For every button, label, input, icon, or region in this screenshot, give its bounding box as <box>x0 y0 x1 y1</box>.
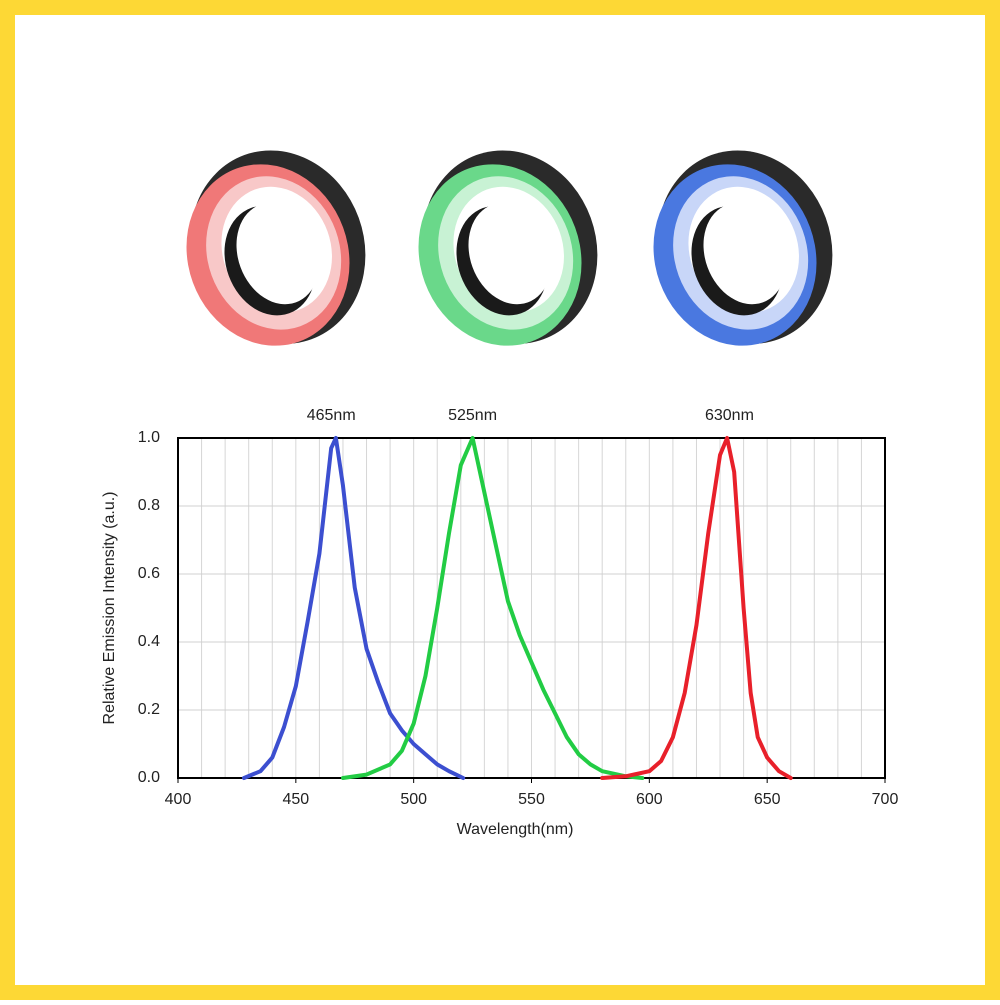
x-tick-label: 650 <box>754 791 781 808</box>
spectrum-line <box>241 436 466 780</box>
x-tick-label: 550 <box>518 791 545 808</box>
spectrum-line <box>340 436 645 780</box>
y-tick-label: 0.8 <box>138 497 160 514</box>
ring-green <box>418 150 598 346</box>
y-axis-label: Relative Emission Intensity (a.u.) <box>101 492 118 725</box>
y-tick-label: 1.0 <box>138 429 160 446</box>
x-tick-label: 500 <box>400 791 427 808</box>
ring-lights <box>186 150 833 346</box>
x-tick-label: 450 <box>282 791 309 808</box>
y-tick-label: 0.2 <box>138 701 160 718</box>
ring-blue <box>653 150 833 346</box>
spectrum-line <box>600 436 793 780</box>
y-tick-label: 0.6 <box>138 565 160 582</box>
peak-label: 465nm <box>307 407 356 424</box>
peak-label: 630nm <box>705 407 754 424</box>
x-tick-label: 700 <box>872 791 899 808</box>
y-tick-label: 0.0 <box>138 769 160 786</box>
x-axis-label: Wavelength(nm) <box>457 821 574 838</box>
x-tick-label: 600 <box>636 791 663 808</box>
peak-label: 525nm <box>448 407 497 424</box>
x-tick-label: 400 <box>165 791 192 808</box>
y-tick-label: 0.4 <box>138 633 160 650</box>
plot-frame <box>177 437 886 779</box>
ring-red <box>186 150 366 346</box>
